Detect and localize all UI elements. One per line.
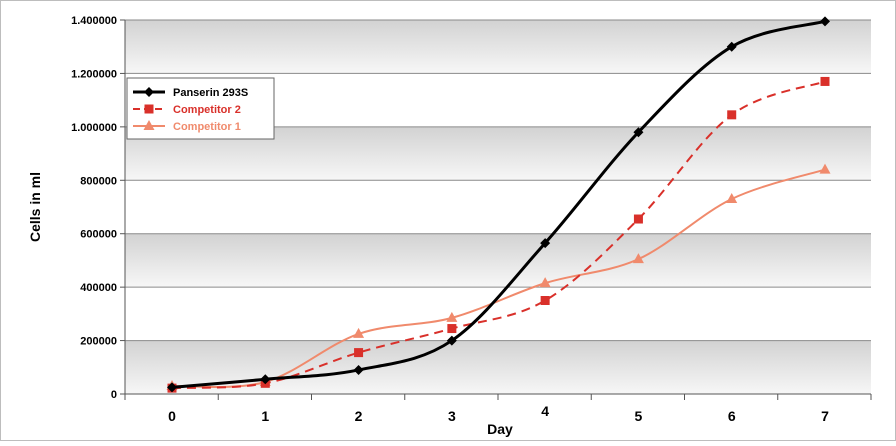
data-point — [726, 192, 738, 203]
data-point — [354, 348, 364, 358]
data-point — [353, 364, 364, 375]
x-tick-label: 4 — [541, 403, 549, 419]
legend-swatch-marker — [144, 87, 154, 97]
legend-label: Competitor 2 — [173, 104, 241, 116]
data-point — [633, 127, 644, 138]
legend-swatch-marker — [144, 104, 154, 114]
legend-item: Panserin 293S — [133, 87, 248, 99]
x-tick-label: 7 — [821, 408, 829, 424]
legend-label: Competitor 1 — [173, 121, 241, 133]
x-tick-label: 5 — [635, 408, 643, 424]
data-point — [540, 238, 551, 249]
data-point — [632, 253, 644, 264]
legend: Panserin 293S Competitor 2 Competitor 1 — [126, 77, 275, 140]
data-point — [167, 382, 177, 393]
x-tick-label: 0 — [168, 408, 176, 424]
data-point — [726, 41, 737, 52]
y-tick-label: 200000 — [80, 336, 117, 348]
data-point — [353, 327, 365, 338]
x-tick-label: 2 — [355, 408, 363, 424]
data-point — [447, 324, 457, 334]
data-point — [446, 335, 457, 346]
plot-background — [125, 20, 871, 394]
legend-label: Panserin 293S — [173, 87, 248, 99]
data-point — [819, 163, 831, 174]
y-axis-title: Cells in ml — [27, 172, 43, 242]
data-point — [540, 296, 550, 305]
legend-item: Competitor 2 — [133, 104, 241, 116]
y-tick-label: 1.000000 — [71, 122, 117, 134]
data-point — [727, 110, 737, 120]
y-tick-label: 1.200000 — [71, 68, 117, 80]
series-layer — [166, 16, 831, 393]
x-tick-label: 6 — [728, 408, 736, 424]
x-tick-label: 3 — [448, 408, 456, 424]
legend-swatch-marker — [143, 120, 155, 130]
x-tick-label: 1 — [261, 408, 269, 424]
plot-band — [125, 20, 871, 74]
y-tick-label: 1.400000 — [71, 15, 117, 27]
series-line — [171, 19, 826, 389]
y-tick-label: 600000 — [80, 229, 117, 241]
series-0 — [167, 16, 830, 393]
data-point — [260, 374, 271, 385]
y-tick-label: 800000 — [80, 175, 117, 187]
data-point — [820, 16, 830, 27]
axes: 0 200000 400000 600000 800000 1.000000 1.20000… — [27, 15, 872, 437]
x-axis-title: Day — [487, 421, 513, 437]
y-tick-label: 0 — [111, 389, 117, 401]
legend-item: Competitor 1 — [133, 120, 241, 133]
data-point — [633, 214, 643, 224]
y-tick-label: 400000 — [80, 282, 117, 294]
data-point — [446, 311, 458, 322]
plot-band — [125, 233, 871, 288]
plot-band — [125, 180, 871, 234]
data-point — [539, 277, 551, 288]
data-point — [820, 76, 830, 86]
